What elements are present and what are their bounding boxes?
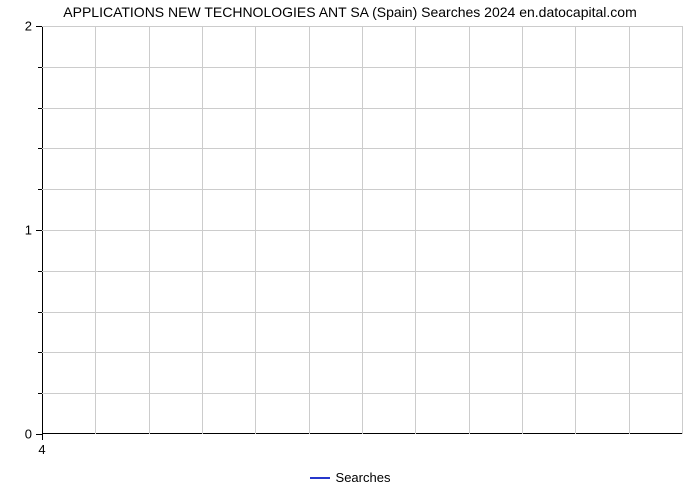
legend: Searches — [0, 470, 700, 485]
ytick-minor — [38, 189, 42, 190]
ytick-minor — [38, 108, 42, 109]
gridline-horizontal — [42, 230, 682, 231]
ytick-label: 1 — [25, 223, 32, 238]
xtick-label: 4 — [38, 442, 45, 457]
ytick-minor — [38, 312, 42, 313]
ytick-minor — [38, 67, 42, 68]
ytick-minor — [38, 271, 42, 272]
ytick-label: 0 — [25, 427, 32, 442]
xtick-major — [42, 434, 43, 440]
ytick-minor — [38, 393, 42, 394]
ytick-minor — [38, 352, 42, 353]
ytick-minor — [38, 148, 42, 149]
gridline-horizontal — [42, 352, 682, 353]
gridline-horizontal — [42, 393, 682, 394]
gridline-horizontal — [42, 271, 682, 272]
gridline-horizontal — [42, 189, 682, 190]
legend-label: Searches — [336, 470, 391, 485]
gridline-vertical — [682, 26, 683, 434]
ytick-label: 2 — [25, 19, 32, 34]
plot-area: 0124 — [42, 26, 682, 434]
gridline-horizontal — [42, 108, 682, 109]
legend-swatch — [310, 477, 330, 479]
chart-title: APPLICATIONS NEW TECHNOLOGIES ANT SA (Sp… — [0, 4, 700, 20]
chart-container: APPLICATIONS NEW TECHNOLOGIES ANT SA (Sp… — [0, 0, 700, 500]
gridline-horizontal — [42, 26, 682, 27]
gridline-horizontal — [42, 312, 682, 313]
gridline-horizontal — [42, 148, 682, 149]
gridline-horizontal — [42, 67, 682, 68]
ytick-major — [36, 26, 42, 27]
ytick-major — [36, 230, 42, 231]
